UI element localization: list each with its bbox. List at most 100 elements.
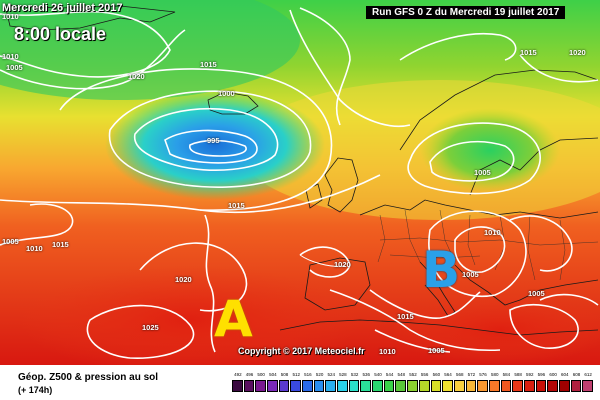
scale-label: 588	[514, 372, 522, 377]
scale-label: 496	[245, 372, 254, 377]
scale-label: 556	[420, 372, 429, 377]
forecast-hour: 8:00 locale	[14, 24, 107, 44]
isobar-line	[134, 107, 279, 171]
forecast-date: Mercredi 26 juillet 2017	[2, 2, 123, 14]
iberia-coast	[304, 257, 371, 311]
med-hot-core	[390, 295, 600, 365]
scale-label: 580	[490, 372, 499, 377]
isobar-label: 1015	[200, 60, 217, 69]
scale-label: 564	[444, 372, 452, 377]
isobar-line	[299, 7, 351, 126]
isobar-label: 1010	[2, 52, 19, 61]
scale-label: 592	[526, 372, 534, 377]
isobar-line	[86, 304, 195, 359]
isobar-label: 1010	[484, 228, 501, 237]
model-run-info: Run GFS 0 Z du Mercredi 19 juillet 2017	[366, 6, 566, 19]
isobar-line	[0, 10, 171, 78]
isobar-line	[108, 90, 312, 188]
scale-swatch	[243, 380, 255, 392]
isobar-line	[189, 139, 247, 157]
scale-label: 512	[292, 372, 300, 377]
isobar-line	[509, 215, 573, 272]
landmasses	[4, 4, 599, 336]
scale-swatch	[255, 380, 267, 392]
scale-label: 596	[537, 372, 546, 377]
isobar-label: 1005	[474, 168, 491, 177]
scale-swatch	[488, 380, 500, 392]
isobar-line	[519, 54, 599, 83]
isobar-line	[539, 293, 599, 306]
scale-swatch	[325, 380, 337, 392]
scale-swatch	[348, 380, 360, 392]
scale-swatch	[453, 380, 465, 392]
isobar-line	[299, 246, 351, 278]
scale-label: 544	[385, 372, 394, 377]
isobar-label: 1020	[128, 72, 145, 81]
legend-title: Géop. Z500 & pression au sol	[18, 372, 159, 383]
scale-swatch	[430, 380, 442, 392]
scale-swatch	[360, 380, 372, 392]
scale-swatch	[547, 380, 558, 392]
scale-swatch	[372, 380, 383, 392]
scale-swatch	[442, 380, 453, 392]
scale-swatch	[523, 380, 535, 392]
isobar-line	[59, 68, 333, 212]
isobar-line	[0, 174, 381, 214]
scandinavia-coast	[399, 69, 599, 196]
legend-subtitle: (+ 174h)	[18, 385, 53, 395]
isobar-label: 1000	[218, 89, 235, 98]
isobar-line	[369, 289, 481, 319]
scale-label: 532	[350, 372, 359, 377]
scale-label: 560	[432, 372, 441, 377]
north-africa-coast	[279, 319, 599, 336]
coastline-highlight	[299, 254, 346, 267]
scale-label: 528	[339, 372, 347, 377]
scale-swatch	[570, 380, 582, 392]
scale-label: 584	[502, 372, 511, 377]
high-pressure-marker: A	[214, 290, 253, 348]
scale-swatch	[232, 380, 243, 392]
isobar-line	[509, 304, 579, 349]
isobar-line	[428, 210, 527, 297]
scale-label: 548	[397, 372, 406, 377]
isobar-line	[289, 9, 411, 127]
scale-swatch	[477, 380, 488, 392]
isobar-line	[454, 226, 506, 273]
scale-swatch	[278, 380, 290, 392]
isobar-label: 1005	[2, 237, 19, 246]
scale-swatch	[313, 380, 325, 392]
isobar-label: 1010	[2, 12, 19, 21]
isobar-label: 1020	[569, 48, 586, 57]
scale-label: 536	[362, 372, 371, 377]
scale-label: 500	[257, 372, 265, 377]
scale-swatch	[558, 380, 570, 392]
balkans-coast	[454, 264, 599, 306]
isobars	[0, 7, 599, 359]
scale-label: 600	[549, 372, 557, 377]
isobar-label: 995	[207, 136, 220, 145]
scale-swatch	[535, 380, 547, 392]
isobar-label: 1025	[142, 323, 159, 332]
iceland-coast	[207, 91, 259, 115]
isobar-line	[329, 289, 501, 352]
isobar-label: 1015	[52, 240, 69, 249]
scale-label: 540	[374, 372, 382, 377]
isobar-label: 1005	[462, 270, 479, 279]
iberia-hot-core	[20, 265, 360, 365]
isobar-label: 1010	[26, 244, 43, 253]
isobar-label: 1005	[428, 346, 445, 355]
scale-label: 576	[479, 372, 487, 377]
isobar-label: 1010	[379, 347, 396, 356]
scale-swatch	[582, 380, 593, 392]
isobar-line	[429, 140, 515, 182]
isobar-label: 1005	[6, 63, 23, 72]
scale-label: 520	[315, 372, 324, 377]
scale-label: 552	[409, 372, 417, 377]
isobar-line	[407, 122, 541, 195]
scale-label: 612	[584, 372, 592, 377]
scale-label: 492	[234, 372, 242, 377]
scale-swatch	[302, 380, 313, 392]
isobar-label: 1015	[520, 48, 537, 57]
scale-label: 608	[572, 372, 581, 377]
isobar-label: 1015	[397, 312, 414, 321]
